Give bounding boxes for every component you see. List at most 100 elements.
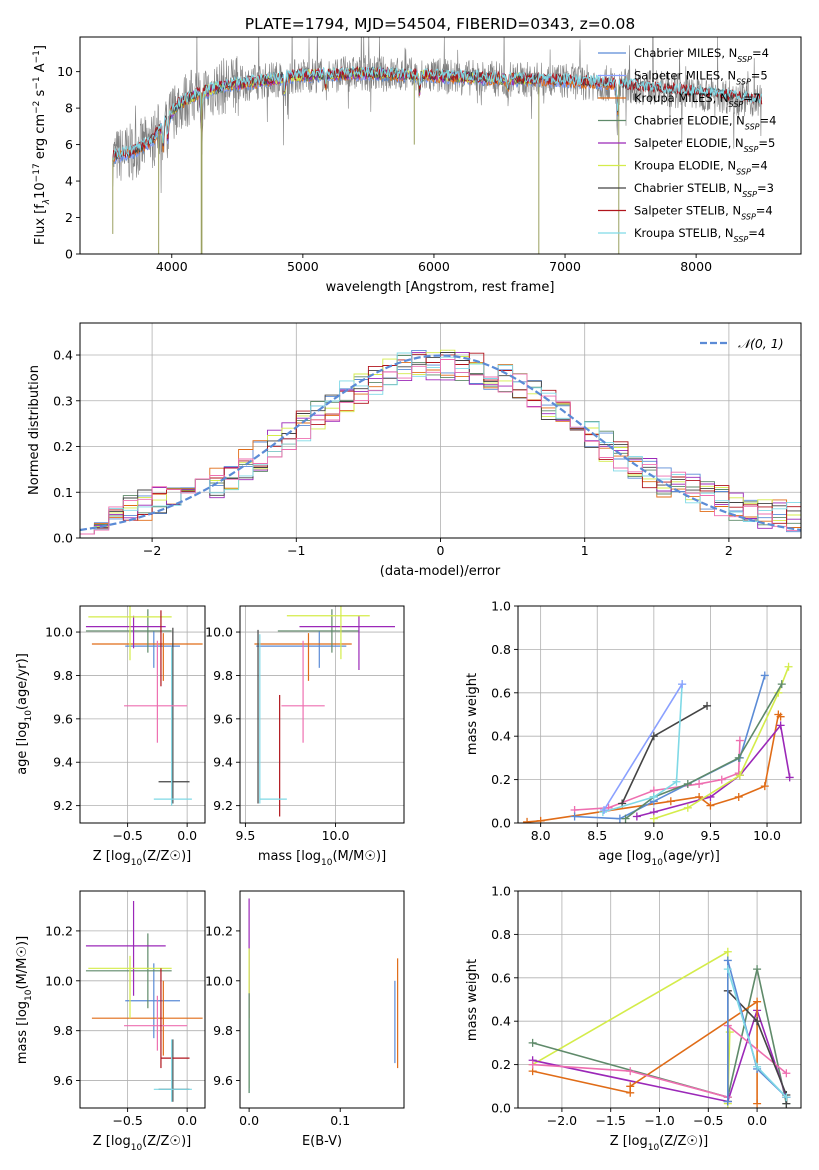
weight-point-marker <box>776 712 785 721</box>
x-tick-label: 9.0 <box>644 828 664 843</box>
mass-vs-ebv-panel: 0.0 0.1 9.6 9.8 10.0 10.2 E(B-V) <box>205 890 405 1149</box>
y-axis-label: mass weight <box>465 959 480 1041</box>
mass-vs-metallicity-panel: −0.5 0.0 9.6 9.8 10.0 10.2 Z [log10(Z/Z☉)] mass… <box>15 890 206 1153</box>
weight-point-marker <box>753 1017 762 1026</box>
x-tick-label: 1 <box>581 543 589 558</box>
y-tick-label: 0.6 <box>491 970 511 985</box>
x-tick-label: 5000 <box>287 259 319 274</box>
weight-point-marker <box>723 947 732 956</box>
x-tick-label: 8.5 <box>587 828 607 843</box>
weight-point-marker <box>723 965 732 974</box>
x-tick-label: −0.5 <box>112 1113 142 1128</box>
x-tick-label: 0.0 <box>177 828 197 843</box>
gaussian-reference <box>80 354 801 532</box>
legend-label: Kroupa STELIB, NSSP=4 <box>634 226 765 244</box>
weight-point-marker <box>626 1082 635 1091</box>
y-axis-label: age [log10(age/yr)] <box>15 653 34 775</box>
weight-point-marker <box>734 792 743 801</box>
x-axis-label: age [log10(age/yr)] <box>598 849 720 868</box>
y-tick-label: 9.6 <box>53 711 73 726</box>
plot-area <box>85 606 203 806</box>
y-tick-label: 2 <box>65 210 73 225</box>
x-axis-label: wavelength [Angstrom, rest frame] <box>326 280 555 295</box>
x-axis-label: Z [log10(Z/Z☉)] <box>610 1134 708 1153</box>
y-tick-label: 0 <box>65 247 73 262</box>
legend-label: Kroupa MILES, NSSP=7 <box>634 91 760 109</box>
plot-area <box>248 898 399 1094</box>
y-tick-label: 9.4 <box>53 755 73 770</box>
plot-area <box>523 662 794 823</box>
axes-frame <box>79 36 802 255</box>
y-tick-label: 0.1 <box>53 485 73 500</box>
figure-title: PLATE=1794, MJD=54504, FIBERID=0343, z=0… <box>245 15 635 33</box>
x-axis-label: E(B-V) <box>302 1134 342 1149</box>
legend-label: Chabrier MILES, NSSP=4 <box>634 46 769 64</box>
weight-point-marker <box>678 680 687 689</box>
y-tick-label: 0.2 <box>491 772 511 787</box>
y-tick-label: 9.6 <box>53 1073 73 1088</box>
weight-point-marker <box>649 732 658 741</box>
y-tick-label: 1.0 <box>491 884 511 899</box>
plot-area <box>528 947 791 1108</box>
plot-area <box>254 606 395 817</box>
weight-point-marker <box>760 782 769 791</box>
weight-point-marker <box>734 753 743 762</box>
y-tick-label: 10.0 <box>45 973 73 988</box>
x-tick-label: 0.0 <box>239 1113 259 1128</box>
x-tick-label: −2.0 <box>547 1113 577 1128</box>
y-axis-label: mass [log10(M/M☉)] <box>15 936 34 1064</box>
spectrum-panel: 4000 5000 6000 7000 8000 0 2 4 6 8 10 wavelength [A… <box>32 36 802 295</box>
x-tick-label: 4000 <box>156 259 188 274</box>
residuals-histogram-panel: −2 −1 0 1 2 0.0 0.1 0.2 0.3 0.4 (data-model)/error… <box>27 322 802 579</box>
weight-point-marker <box>785 773 794 782</box>
x-tick-label: 2 <box>725 543 733 558</box>
x-axis-label: (data-model)/error <box>380 564 501 579</box>
weight-point-marker <box>753 1062 762 1071</box>
axes-frame <box>79 890 206 1109</box>
legend-label: Salpeter STELIB, NSSP=4 <box>634 204 773 222</box>
weight-point-marker <box>626 1067 635 1076</box>
y-axis-label: mass weight <box>465 673 480 755</box>
model-spectrum-line <box>112 65 763 162</box>
y-tick-label: 0.8 <box>491 642 511 657</box>
weight-point-marker <box>649 792 658 801</box>
legend-label: Salpeter MILES, NSSP=5 <box>634 69 768 87</box>
x-tick-label: 9.5 <box>700 828 720 843</box>
y-tick-label: 9.8 <box>53 668 73 683</box>
y-tick-label: 0.4 <box>491 1014 511 1029</box>
x-tick-label: 7000 <box>549 259 581 274</box>
axes-frame <box>239 605 405 824</box>
x-tick-label: 8.0 <box>531 828 551 843</box>
weight-point-marker <box>706 801 715 810</box>
weight-vs-age-panel: 8.0 8.5 9.0 9.5 10.0 0.0 0.2 0.4 0.6 0.8 1.0 age [l… <box>465 599 802 868</box>
legend-label: Chabrier ELODIE, NSSP=4 <box>634 114 776 132</box>
y-tick-label: 0.6 <box>491 685 511 700</box>
x-tick-label: 6000 <box>418 259 450 274</box>
y-tick-label: 9.4 <box>213 755 233 770</box>
y-tick-label: 9.8 <box>213 1023 233 1038</box>
x-tick-label: −0.5 <box>693 1113 723 1128</box>
y-tick-label: 9.8 <box>213 668 233 683</box>
weight-point-marker <box>649 814 658 823</box>
y-tick-label: 0.0 <box>491 1101 511 1116</box>
y-tick-label: 10.0 <box>205 973 233 988</box>
x-axis-label: mass [log10(M/M☉)] <box>258 849 386 868</box>
x-tick-label: −0.5 <box>112 828 142 843</box>
y-tick-label: 0.3 <box>53 393 73 408</box>
weight-point-marker <box>523 817 532 823</box>
weight-point-marker <box>528 1060 537 1069</box>
axes-frame <box>239 890 405 1109</box>
weight-point-marker <box>666 797 675 806</box>
y-tick-label: 10.2 <box>205 923 233 938</box>
y-tick-label: 8 <box>65 101 73 116</box>
x-tick-label: 8000 <box>680 259 712 274</box>
x-tick-label: 9.5 <box>235 828 255 843</box>
weight-point-marker <box>782 1093 791 1102</box>
weight-point-marker <box>760 671 769 680</box>
weight-point-marker <box>784 662 793 671</box>
residual-histogram <box>80 359 801 535</box>
y-tick-label: 9.2 <box>53 798 73 813</box>
weight-point-marker <box>723 1097 732 1106</box>
y-tick-label: 6 <box>65 137 73 152</box>
